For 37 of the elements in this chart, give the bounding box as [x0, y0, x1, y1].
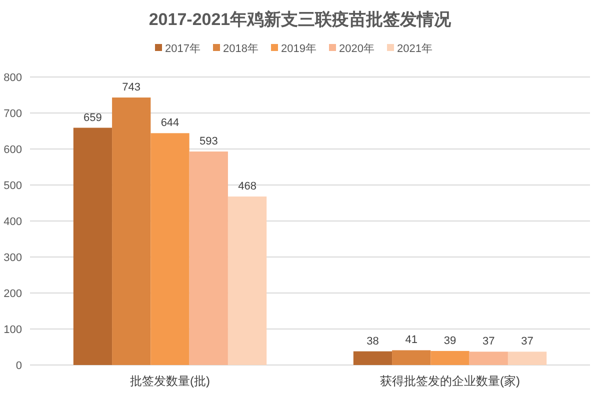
legend-label: 2017年: [165, 43, 200, 55]
legend-label: 2019年: [281, 43, 316, 55]
bar: [228, 196, 267, 365]
bar: [430, 350, 470, 365]
y-tick-label: 400: [4, 216, 22, 228]
y-tick-label: 800: [4, 72, 22, 84]
legend-label: 2018年: [223, 43, 258, 55]
x-tick-label: 批签发数量(批): [130, 374, 210, 388]
legend-label: 2021年: [397, 43, 432, 55]
y-tick-label: 0: [16, 360, 22, 372]
bar: [392, 350, 431, 365]
legend-label: 2020年: [339, 43, 374, 55]
data-label: 468: [238, 180, 256, 193]
bar: [469, 352, 508, 365]
bar: [508, 352, 547, 365]
data-label: 644: [160, 117, 180, 130]
y-tick-label: 600: [4, 144, 22, 156]
bar: [150, 133, 190, 365]
x-tick-label: 获得批签发的企业数量(家): [380, 374, 520, 388]
bar: [189, 152, 228, 365]
y-tick-label: 200: [4, 288, 22, 300]
data-label: 41: [405, 334, 418, 346]
chart-title: 2017-2021年鸡新支三联疫苗批签发情况: [148, 10, 452, 29]
bar: [353, 351, 392, 365]
data-label: 743: [122, 82, 141, 94]
y-tick-label: 500: [4, 180, 22, 192]
data-label: 38: [366, 335, 379, 348]
data-label: 37: [482, 336, 495, 348]
data-label: 593: [199, 136, 218, 148]
y-tick-label: 700: [4, 108, 22, 120]
data-label: 659: [84, 112, 102, 124]
y-tick-label: 100: [4, 324, 22, 336]
bar: [112, 98, 151, 365]
data-label: 37: [521, 336, 534, 348]
y-tick-label: 300: [4, 252, 22, 264]
data-label: 39: [444, 334, 456, 347]
bar: [73, 128, 112, 365]
